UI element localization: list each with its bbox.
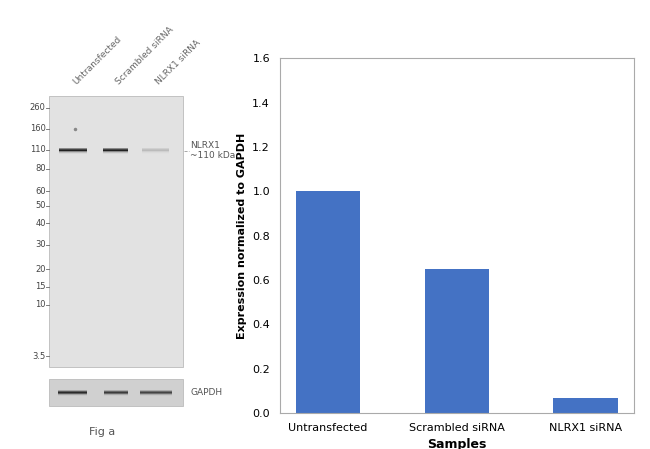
Text: 110: 110 [30,145,46,154]
Bar [58,390,88,391]
Bar [58,150,87,151]
Bar [58,148,87,149]
Text: 10: 10 [35,300,46,309]
Bar [142,148,169,149]
Y-axis label: Expression normalized to GAPDH: Expression normalized to GAPDH [237,132,246,339]
Bar [103,151,128,152]
Text: 20: 20 [35,265,46,274]
Bar [58,152,87,153]
Bar [103,148,128,149]
Text: NLRX1 siRNA: NLRX1 siRNA [154,39,202,87]
Bar [140,390,172,391]
Bar [58,153,87,154]
Bar [142,153,169,154]
Bar [103,393,127,394]
Bar [140,395,172,396]
Text: 3.5: 3.5 [32,352,46,361]
Text: 160: 160 [30,124,46,133]
Bar [58,395,88,396]
Bar [142,151,169,152]
Text: GAPDH: GAPDH [190,388,222,397]
Text: Scrambled siRNA: Scrambled siRNA [114,26,175,87]
Bar [142,152,169,153]
Bar [140,392,172,393]
Text: Fig a: Fig a [89,427,115,437]
Bar [58,151,87,152]
Text: NLRX1
~110 kDa: NLRX1 ~110 kDa [190,141,235,160]
Bar [553,397,618,413]
Bar [49,96,183,367]
Bar [142,149,169,150]
Bar [103,394,127,395]
Bar [140,394,172,395]
Text: 60: 60 [35,187,46,196]
X-axis label: Samples: Samples [427,438,486,449]
Bar [58,393,88,394]
Text: 50: 50 [35,201,46,210]
Bar [58,391,88,392]
Bar [103,391,127,392]
Bar [58,394,88,395]
Bar [103,152,128,153]
Bar [424,269,489,413]
Text: 30: 30 [35,240,46,249]
Text: Untransfected: Untransfected [71,35,123,87]
Bar [103,153,128,154]
Bar [142,150,169,151]
Text: 260: 260 [30,103,46,112]
Bar [103,395,127,396]
Bar [49,379,183,406]
Text: 80: 80 [35,164,46,173]
Bar [103,390,127,391]
Bar [103,149,128,150]
Bar [296,191,360,413]
Bar [58,392,88,393]
Text: 15: 15 [35,282,46,291]
Bar [58,149,87,150]
Bar [103,392,127,393]
Text: 40: 40 [35,219,46,228]
Bar [140,393,172,394]
Bar [103,150,128,151]
Bar [140,391,172,392]
